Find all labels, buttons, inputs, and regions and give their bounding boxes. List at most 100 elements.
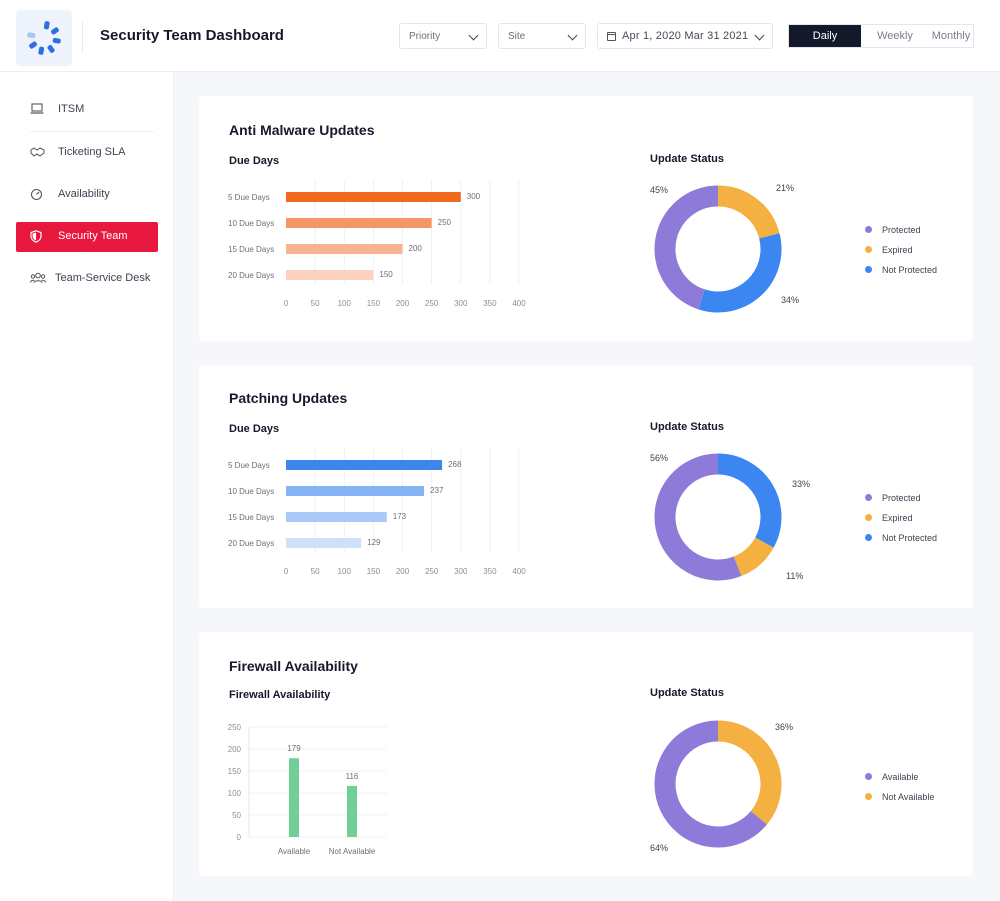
legend-label: Protected	[882, 493, 921, 503]
period-monthly-button[interactable]: Monthly	[929, 25, 973, 47]
date-range-text: Apr 1, 2020 Mar 31 2021	[622, 30, 748, 42]
legend-dot	[865, 226, 872, 233]
x-tick-label: 300	[454, 567, 468, 576]
x-tick-label: 150	[367, 567, 381, 576]
x-tick-label: 400	[512, 567, 526, 576]
donut-percent-not-available: 36%	[775, 722, 793, 732]
bar	[347, 786, 357, 837]
donut-slice	[702, 236, 771, 302]
donut-slice	[718, 731, 771, 818]
legend-label: Expired	[882, 245, 913, 255]
sidebar-item-ticketing-sla[interactable]: Ticketing SLA	[16, 138, 158, 168]
top-header: Security Team Dashboard Priority Site Ap…	[0, 0, 1000, 72]
site-select[interactable]: Site	[498, 23, 586, 49]
data-label: 237	[430, 486, 444, 495]
y-tick-label: 0	[237, 833, 242, 842]
category-label: Not Available	[329, 847, 376, 856]
category-label: 10 Due Days	[228, 219, 274, 228]
x-tick-label: 0	[284, 299, 289, 308]
donut-slice	[738, 543, 765, 567]
update-status-donut-chart	[653, 715, 793, 855]
date-range-picker[interactable]: Apr 1, 2020 Mar 31 2021	[597, 23, 773, 49]
firewall-availability-card: Firewall Availability Firewall Availabil…	[199, 632, 973, 876]
page-title: Security Team Dashboard	[100, 27, 284, 44]
legend-label: Not Protected	[882, 533, 937, 543]
legend-item-not-protected: Not Protected	[865, 265, 937, 285]
data-label: 268	[448, 460, 462, 469]
sidebar-item-availability[interactable]: Availability	[16, 180, 158, 210]
bar-chart-title: Due Days	[229, 423, 279, 435]
legend-label: Expired	[882, 513, 913, 523]
x-tick-label: 200	[396, 299, 410, 308]
sidebar-item-label: Ticketing SLA	[58, 146, 125, 158]
bar-chart-title: Due Days	[229, 155, 279, 167]
anti-malware-card: Anti Malware Updates Due Days 0 50 100 150 2…	[199, 96, 973, 341]
data-label: 116	[346, 772, 359, 781]
donut-percent-not-protected: 33%	[792, 479, 810, 489]
sidebar-divider	[30, 131, 154, 132]
x-tick-label: 200	[396, 567, 410, 576]
y-tick-label: 100	[228, 789, 242, 798]
data-label: 179	[287, 744, 301, 753]
legend-dot	[865, 534, 872, 541]
legend-label: Protected	[882, 225, 921, 235]
donut-chart-title: Update Status	[650, 687, 724, 699]
donut-percent-expired: 11%	[786, 571, 803, 581]
logo-icon	[24, 18, 64, 58]
shield-icon	[30, 230, 42, 243]
sidebar-item-label: Security Team	[58, 230, 128, 242]
y-tick-label: 200	[228, 745, 242, 754]
data-label: 129	[367, 538, 381, 547]
chevron-down-icon	[568, 31, 578, 41]
sidebar-item-security-team[interactable]: Security Team	[16, 222, 158, 252]
chevron-down-icon	[755, 31, 765, 41]
update-status-donut-chart	[653, 448, 793, 588]
bar	[286, 192, 461, 202]
bar	[286, 538, 361, 548]
donut-legend: Available Not Available	[865, 772, 934, 812]
card-title: Patching Updates	[229, 390, 347, 406]
x-tick-label: 0	[284, 567, 289, 576]
donut-slice	[665, 464, 738, 570]
bar	[286, 486, 424, 496]
x-tick-label: 50	[311, 299, 320, 308]
card-title: Anti Malware Updates	[229, 122, 374, 138]
legend-dot	[865, 494, 872, 501]
header-divider	[82, 22, 83, 52]
legend-item-protected: Protected	[865, 225, 937, 245]
update-status-donut-chart	[653, 180, 793, 320]
due-days-bar-chart: 0 50 100 150 200 250 300 350 400 5 Due Days 268 10 …	[219, 444, 539, 584]
legend-label: Available	[882, 772, 918, 782]
sidebar-item-itsm[interactable]: ITSM	[16, 95, 158, 125]
y-tick-label: 250	[228, 723, 242, 732]
sidebar-item-label: Team-Service Desk	[55, 272, 150, 284]
period-daily-button[interactable]: Daily	[789, 25, 861, 47]
sidebar-item-label: ITSM	[58, 103, 84, 115]
data-label: 150	[379, 270, 393, 279]
legend-item-expired: Expired	[865, 245, 937, 265]
priority-select[interactable]: Priority	[399, 23, 487, 49]
donut-chart-title: Update Status	[650, 421, 724, 433]
period-weekly-button[interactable]: Weekly	[861, 25, 929, 47]
sidebar-item-team-service-desk[interactable]: Team-Service Desk	[16, 264, 158, 294]
card-title: Firewall Availability	[229, 658, 358, 674]
legend-item-expired: Expired	[865, 513, 937, 533]
x-tick-label: 50	[311, 567, 320, 576]
period-toggle: Daily Weekly Monthly	[788, 24, 974, 48]
category-label: 20 Due Days	[228, 271, 274, 280]
priority-select-label: Priority	[409, 31, 440, 42]
donut-chart-title: Update Status	[650, 153, 724, 165]
bar	[289, 758, 299, 837]
data-label: 300	[467, 192, 481, 201]
x-tick-label: 400	[512, 299, 526, 308]
donut-percent-protected: 56%	[650, 453, 668, 463]
x-tick-label: 350	[483, 567, 497, 576]
sidebar-item-label: Availability	[58, 188, 110, 200]
laptop-icon	[30, 103, 44, 115]
legend-dot	[865, 246, 872, 253]
data-label: 173	[393, 512, 407, 521]
firewall-availability-bar-chart: 050100150200250179Available116Not Availa…	[221, 720, 421, 860]
category-label: 15 Due Days	[228, 245, 274, 254]
chevron-down-icon	[469, 31, 479, 41]
app-logo[interactable]	[16, 10, 72, 66]
